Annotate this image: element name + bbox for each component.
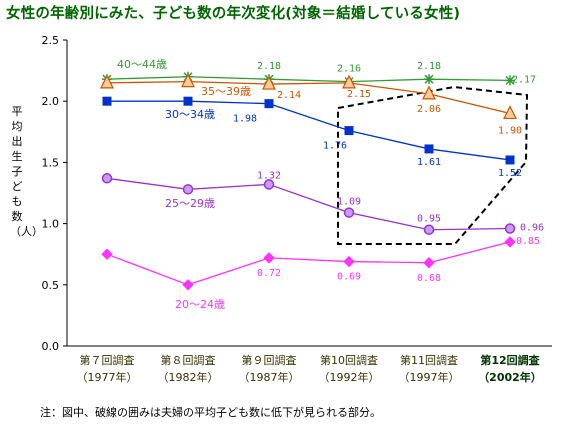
series-line: [106, 80, 511, 115]
data-label: 2.14: [277, 90, 301, 101]
data-point: [183, 96, 193, 106]
y-tick-label: 1.0: [42, 218, 60, 231]
data-label: 1.90: [498, 125, 522, 136]
data-point: [504, 236, 516, 248]
y-tick-label: 0.5: [42, 279, 60, 292]
series-line: [106, 76, 511, 83]
x-tick-label-year: （2002年）: [478, 370, 542, 384]
data-point: [182, 279, 194, 291]
data-point: [343, 207, 355, 218]
series-name-label: 20～24歳: [175, 298, 225, 311]
data-label: 0.69: [337, 272, 361, 283]
y-tick-label: 2.0: [42, 95, 60, 108]
data-point: [102, 96, 112, 106]
x-tick-label: 第11回調査: [400, 353, 458, 367]
data-label: 2.18: [257, 61, 281, 72]
data-point: [343, 255, 355, 268]
x-tick-label: 第10回調査: [320, 353, 378, 367]
x-tick-label-year: （1992年）: [319, 370, 380, 384]
data-label: 1.61: [417, 157, 441, 168]
data-point: [504, 223, 516, 234]
series-name-label: 40～44歳: [117, 58, 167, 71]
data-point: [101, 173, 113, 184]
data-point: [423, 224, 435, 235]
data-label: 0.68: [417, 273, 441, 284]
x-tick-label: 第12回調査: [480, 353, 539, 367]
data-label: 2.15: [347, 89, 371, 100]
data-label: 1.76: [323, 141, 347, 152]
data-point: [424, 144, 434, 154]
chart-title: 女性の年齢別にみた、子ども数の年次変化(対象＝結婚している女性): [6, 6, 461, 22]
data-point: [100, 74, 114, 89]
series-name-label: 35～39歳: [201, 85, 251, 98]
data-point: [422, 85, 436, 100]
data-label: 2.17: [512, 74, 536, 85]
data-point: [182, 184, 194, 195]
series-line: [106, 177, 511, 231]
decline-highlight-box: [337, 85, 529, 245]
data-label: 2.18: [417, 61, 441, 72]
data-point: [423, 257, 435, 269]
data-point: [101, 248, 113, 260]
data-point: [505, 75, 515, 86]
data-point: [263, 252, 275, 264]
x-tick-label-year: （1982年）: [158, 370, 219, 384]
data-label: 1.98: [233, 114, 257, 125]
y-tick-label: 1.5: [42, 156, 60, 169]
series-name-label: 30～34歳: [165, 108, 215, 121]
data-label: 1.09: [337, 197, 361, 208]
data-point: [181, 73, 195, 88]
data-label: 0.85: [516, 236, 540, 247]
data-point: [505, 155, 515, 165]
footnote: 注：図中、破線の囲みは夫婦の平均子ども数に低下が見られる部分。: [40, 406, 381, 419]
series-line: [107, 100, 511, 161]
x-tick-label: 第９回調査: [242, 353, 297, 367]
x-tick-label-year: （1997年）: [399, 370, 460, 384]
x-tick-label-year: （1977年）: [77, 370, 138, 384]
data-point: [342, 74, 356, 89]
data-label: 0.96: [520, 222, 544, 233]
data-label: 0.72: [257, 268, 281, 279]
data-label: 1.32: [257, 170, 281, 181]
data-label: 1.52: [498, 168, 522, 179]
data-point: [263, 179, 275, 190]
x-tick-label-year: （1987年）: [239, 370, 300, 384]
x-tick-label: 第８回調査: [161, 353, 216, 367]
data-point: [344, 126, 354, 136]
data-label: 2.16: [337, 64, 361, 75]
x-tick-label: 第７回調査: [80, 353, 135, 367]
y-tick-label: 2.5: [42, 34, 60, 47]
series-line: [106, 241, 511, 286]
y-tick-label: 0.0: [42, 340, 60, 353]
series-name-label: 25～29歳: [165, 197, 215, 210]
data-point: [264, 99, 274, 109]
data-point: [503, 105, 517, 120]
data-point: [424, 74, 434, 85]
data-label: 2.06: [417, 104, 441, 115]
data-point: [262, 75, 276, 90]
data-label: 0.95: [417, 214, 441, 225]
